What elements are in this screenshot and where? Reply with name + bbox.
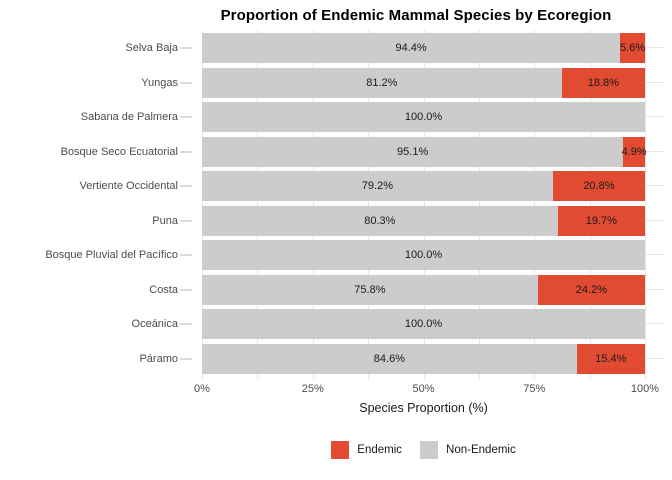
non-endemic-bar-segment: 95.1% (202, 136, 624, 167)
non-endemic-bar-segment: 100.0% (202, 309, 645, 339)
bar-value-label: 19.7% (585, 214, 617, 227)
y-axis-category-label: Vertiente Occidental (79, 180, 178, 192)
endemic-bar-segment: 19.7% (557, 205, 645, 236)
bar-row: 84.6% 15.4% (202, 343, 645, 374)
bar-value-label: 100.0% (404, 111, 443, 123)
endemic-bar-segment: 5.6% (620, 33, 645, 63)
bar-row: 100.0% (202, 309, 645, 339)
bar-value-label: 81.2% (366, 76, 398, 89)
y-axis-tick (180, 323, 192, 325)
endemic-bar-segment: 4.9% (621, 136, 647, 167)
bar-row: 100.0% (202, 102, 645, 132)
x-axis-title: Species Proportion (%) (359, 401, 488, 415)
x-axis-tick-label: 25% (301, 383, 324, 395)
y-axis-tick (180, 81, 192, 84)
bar-value-label: 5.6% (620, 42, 646, 54)
legend-item: Endemic (331, 441, 402, 459)
non-endemic-bar-segment: 79.2% (202, 171, 553, 201)
bar-value-label: 20.8% (583, 180, 615, 192)
bar-value-label: 84.6% (373, 352, 405, 365)
bar-value-label: 94.4% (395, 42, 427, 54)
y-axis-tick (180, 185, 192, 187)
vertical-gridline (534, 30, 536, 379)
endemic-bar-segment: 20.8% (552, 171, 645, 201)
vertical-gridline (202, 30, 203, 379)
plot-panel: 94.4% 5.6% 81.2% 18.8% 100.0% 95.1% 4.9% 79.2% 2… (202, 30, 665, 379)
y-axis-tick (180, 254, 192, 256)
bar-row: 94.4% 5.6% (202, 33, 645, 63)
non-endemic-bar-segment: 100.0% (202, 240, 645, 270)
endemic-bar-segment: 24.2% (537, 274, 645, 305)
vertical-gridline (423, 30, 425, 379)
y-axis-tick (180, 150, 192, 153)
bar-row: 81.2% 18.8% (202, 67, 645, 98)
x-axis-tick-label: 75% (523, 383, 546, 395)
vertical-gridline (589, 30, 591, 379)
vertical-gridline (645, 30, 646, 379)
x-axis-tick-label: 0% (194, 383, 210, 395)
y-axis-category-label: Puna (152, 214, 178, 227)
vertical-gridline (368, 30, 370, 379)
y-axis-category-label: Costa (149, 283, 178, 296)
non-endemic-bar-segment: 75.8% (202, 274, 538, 305)
bar-row: 79.2% 20.8% (202, 171, 645, 201)
bar-row: 100.0% (202, 240, 645, 270)
bar-value-label: 100.0% (404, 249, 443, 261)
legend-item: Non-Endemic (420, 441, 516, 459)
bar-value-label: 75.8% (354, 283, 386, 296)
x-axis-tick-label: 50% (412, 383, 435, 395)
legend-label: Endemic (357, 444, 403, 456)
legend-label: Non-Endemic (446, 444, 516, 456)
x-axis-tick-label: 100% (630, 383, 660, 395)
non-endemic-bar-segment: 100.0% (202, 102, 645, 132)
y-axis-category-label: Bosque Pluvial del Pacífico (45, 249, 178, 261)
bar-value-label: 100.0% (404, 318, 443, 330)
bar-value-label: 79.2% (361, 180, 394, 192)
y-axis-tick (180, 116, 192, 118)
y-axis-category-label: Sabana de Palmera (80, 111, 178, 123)
bar-row: 80.3% 19.7% (202, 205, 645, 236)
y-axis-category-label: Bosque Seco Ecuatorial (60, 145, 178, 158)
vertical-gridline (312, 30, 314, 379)
bar-value-label: 80.3% (364, 214, 396, 227)
y-axis-tick (180, 219, 192, 222)
y-axis-tick (180, 357, 192, 360)
legend: Endemic Non-Endemic (202, 440, 645, 460)
endemic-bar-segment: 18.8% (561, 67, 645, 98)
y-axis-category-label: Selva Baja (125, 42, 178, 54)
y-axis-tick (180, 47, 192, 49)
chart-title: Proportion of Endemic Mammal Species by … (220, 7, 612, 24)
bar-value-label: 24.2% (575, 283, 607, 296)
bar-row: 75.8% 24.2% (202, 274, 645, 305)
y-axis-category-label: Páramo (139, 352, 178, 365)
bar-value-label: 18.8% (587, 76, 619, 89)
non-endemic-bar-segment: 94.4% (202, 33, 621, 63)
y-axis-category-label: Oceánica (131, 318, 178, 330)
bar-value-label: 4.9% (621, 145, 647, 158)
non-endemic-bar-segment: 81.2% (202, 67, 562, 98)
endemic-legend-swatch (331, 441, 350, 459)
y-axis-category-label: Yungas (141, 76, 178, 89)
y-axis-tick (180, 288, 192, 291)
non-endemic-bar-segment: 84.6% (202, 343, 577, 374)
bar-value-label: 15.4% (595, 352, 627, 365)
bar-value-label: 95.1% (397, 145, 429, 158)
non-endemic-legend-swatch (420, 441, 439, 459)
vertical-gridline (257, 30, 259, 379)
non-endemic-bar-segment: 80.3% (202, 205, 558, 236)
endemic-bar-segment: 15.4% (576, 343, 645, 374)
bar-row: 95.1% 4.9% (202, 136, 647, 167)
vertical-gridline (478, 30, 480, 379)
